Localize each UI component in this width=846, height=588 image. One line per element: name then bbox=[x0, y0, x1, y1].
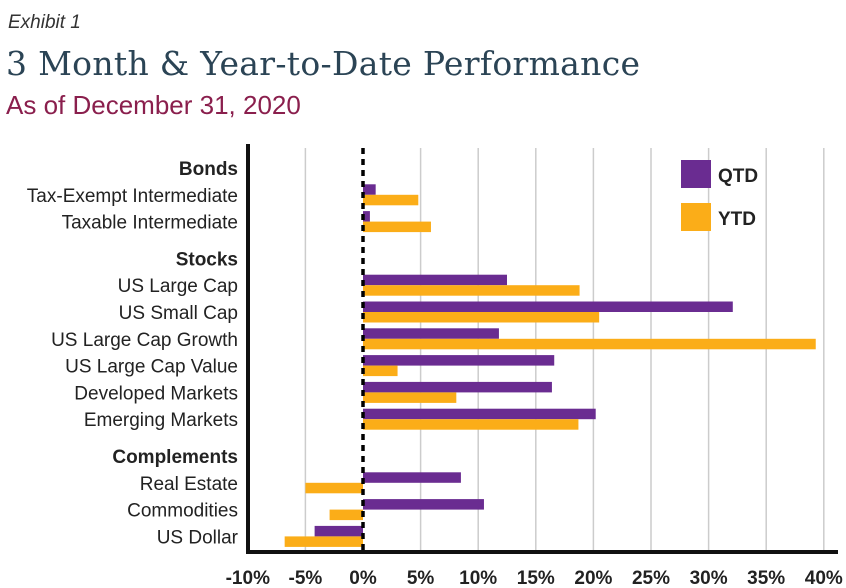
x-tick-label: 0% bbox=[349, 568, 377, 588]
bar-ytd bbox=[363, 194, 419, 206]
bar-ytd bbox=[363, 365, 398, 377]
bar-qtd bbox=[363, 499, 484, 510]
category-label: US Large Cap Growth bbox=[51, 330, 238, 351]
bar-ytd bbox=[363, 285, 580, 296]
group-label: Complements bbox=[112, 447, 238, 468]
chart-subtitle: As of December 31, 2020 bbox=[6, 90, 301, 120]
x-tick-label: 40% bbox=[805, 568, 843, 588]
x-tick-label: 30% bbox=[690, 568, 728, 588]
bar-ytd bbox=[284, 536, 363, 547]
bar-qtd bbox=[363, 355, 555, 366]
legend-swatch-qtd bbox=[681, 160, 711, 188]
category-label: Commodities bbox=[127, 501, 238, 522]
bar-qtd bbox=[363, 301, 733, 312]
x-tick-label: 25% bbox=[632, 568, 670, 588]
category-label: US Small Cap bbox=[119, 303, 238, 324]
x-tick-label: 5% bbox=[407, 568, 435, 588]
bar-ytd bbox=[363, 419, 579, 430]
legend-label-ytd: YTD bbox=[718, 209, 756, 230]
category-label: Taxable Intermediate bbox=[62, 213, 238, 234]
category-label: Developed Markets bbox=[74, 383, 238, 404]
x-tick-label: -10% bbox=[226, 568, 270, 588]
category-label: Tax-Exempt Intermediate bbox=[27, 186, 238, 207]
x-tick-label: 20% bbox=[574, 568, 612, 588]
x-tick-label: -5% bbox=[289, 568, 323, 588]
category-label: Emerging Markets bbox=[84, 410, 238, 431]
x-tick-label: 35% bbox=[747, 568, 785, 588]
legend-label-qtd: QTD bbox=[718, 166, 758, 187]
category-label: US Large Cap Value bbox=[65, 357, 238, 378]
group-label: Stocks bbox=[176, 249, 238, 270]
category-label: US Large Cap bbox=[118, 276, 238, 297]
bar-ytd bbox=[363, 221, 431, 233]
bar-ytd bbox=[305, 482, 363, 494]
exhibit-label: Exhibit 1 bbox=[8, 12, 81, 33]
bar-ytd bbox=[363, 338, 816, 350]
bar-qtd bbox=[363, 328, 499, 339]
category-label: US Dollar bbox=[157, 527, 239, 548]
bar-qtd bbox=[314, 525, 363, 537]
chart-title: 3 Month & Year-to-Date Performance bbox=[6, 44, 641, 83]
bar-qtd bbox=[363, 472, 461, 483]
bar-ytd bbox=[363, 392, 457, 403]
bar-qtd bbox=[363, 211, 370, 222]
legend-swatch-ytd bbox=[681, 203, 711, 231]
group-label: Bonds bbox=[179, 159, 238, 180]
bar-qtd bbox=[363, 184, 376, 195]
bar-qtd bbox=[363, 381, 552, 393]
bar-ytd bbox=[329, 509, 363, 521]
x-tick-label: 10% bbox=[459, 568, 497, 588]
category-label: Real Estate bbox=[140, 474, 238, 495]
bar-qtd bbox=[363, 274, 507, 286]
x-tick-label: 15% bbox=[517, 568, 555, 588]
bar-qtd bbox=[363, 408, 596, 420]
bar-ytd bbox=[363, 312, 600, 323]
